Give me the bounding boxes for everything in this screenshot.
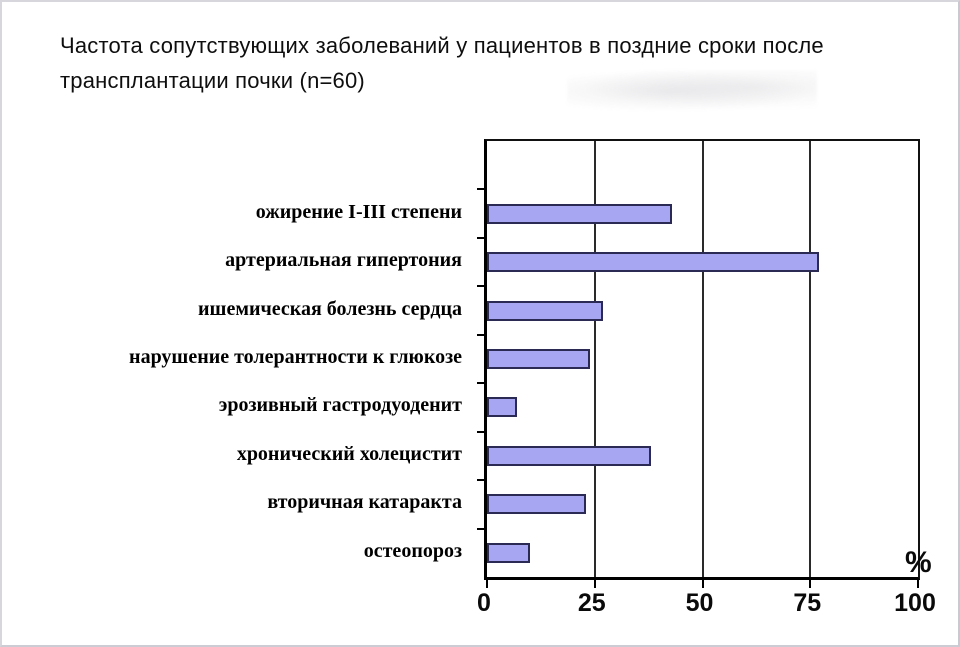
gridline-75 <box>809 141 812 577</box>
category-label-3: ишемическая болезнь сердца <box>198 297 462 320</box>
x-axis-unit-label: % <box>905 546 932 579</box>
y-axis-tick <box>477 479 485 482</box>
y-axis-tick <box>477 236 485 239</box>
y-axis-tick <box>477 188 485 191</box>
bar-5 <box>487 397 518 418</box>
gridline-50 <box>701 141 704 577</box>
bar-8 <box>487 542 531 563</box>
erased-text-artifact <box>567 70 817 112</box>
category-label-1: ожирение I-III степени <box>255 200 462 223</box>
x-axis-tick <box>593 580 596 588</box>
chart-title: Частота сопутствующих заболеваний у паци… <box>60 33 824 93</box>
category-label-4: нарушение толерантности к глюкозе <box>129 346 462 368</box>
x-axis-tick <box>809 580 812 588</box>
x-tick-label-75: 75 <box>793 589 822 617</box>
bar-4 <box>487 349 591 369</box>
x-tick-label-0: 0 <box>477 589 491 617</box>
category-label-7: вторичная катаракта <box>267 491 462 514</box>
gridline-25 <box>593 141 596 577</box>
y-axis-tick <box>477 333 485 336</box>
category-label-5: эрозивный гастродуоденит <box>218 394 462 417</box>
x-axis-tick <box>701 580 704 588</box>
y-axis-tick <box>477 285 485 288</box>
x-tick-label-25: 25 <box>577 589 606 617</box>
bar-7 <box>487 494 587 515</box>
bar-2 <box>487 252 819 273</box>
x-tick-label-100: 100 <box>894 589 936 617</box>
bar-3 <box>487 300 604 321</box>
x-axis-tick <box>486 580 488 588</box>
y-axis-tick <box>477 527 485 530</box>
category-label-2: артериальная гипертония <box>225 249 462 272</box>
bar-1 <box>487 203 673 224</box>
x-axis-tick <box>917 580 919 588</box>
y-axis-tick <box>477 430 485 433</box>
category-label-8: остеопороз <box>363 539 462 562</box>
bar-6 <box>487 445 651 466</box>
x-tick-label-50: 50 <box>685 589 714 617</box>
y-axis-tick <box>477 382 485 385</box>
category-label-6: хронический холецистит <box>236 442 462 465</box>
plot-area <box>477 139 920 588</box>
